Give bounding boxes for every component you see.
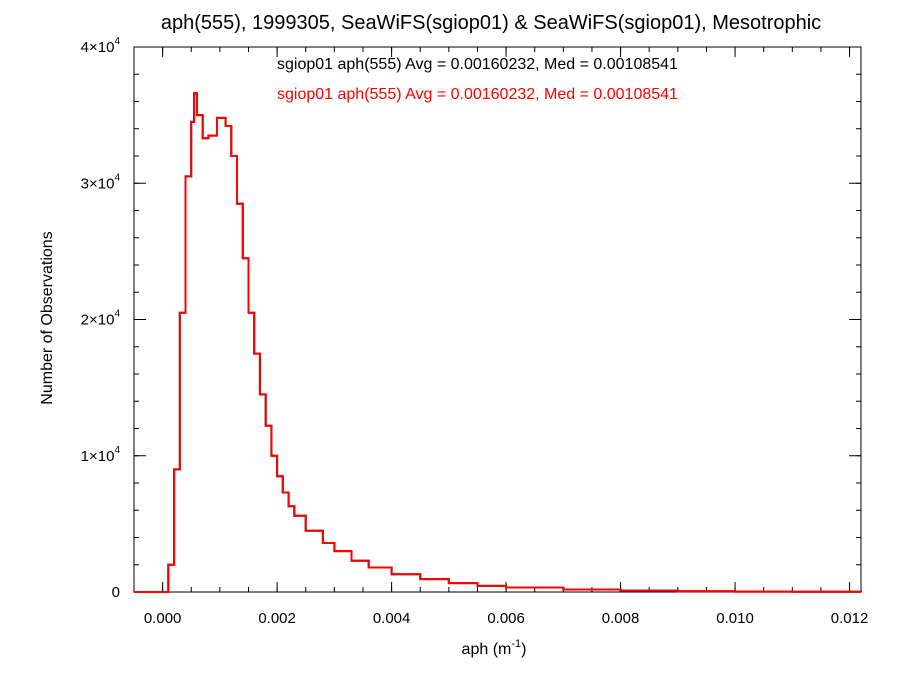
y-tick-label: 0 — [112, 584, 120, 601]
plot-frame — [133, 46, 862, 593]
chart-title: aph(555), 1999305, SeaWiFS(sgiop01) & Se… — [161, 12, 821, 34]
series-line-1 — [134, 92, 862, 593]
y-tick-label: 4×104 — [81, 36, 121, 56]
x-tick-label: 0.010 — [716, 610, 754, 627]
x-tick-label: 0.000 — [144, 610, 182, 627]
y-tick-label: 3×104 — [81, 172, 121, 192]
series-line-0 — [134, 92, 862, 593]
y-tick-label: 1×104 — [81, 445, 121, 465]
legend-entry-red: sgiop01 aph(555) Avg = 0.00160232, Med =… — [277, 86, 678, 103]
x-tick-label: 0.002 — [258, 610, 296, 627]
legend-entry-black: sgiop01 aph(555) Avg = 0.00160232, Med =… — [277, 56, 678, 73]
x-axis-ticks — [133, 47, 851, 592]
y-axis-tick-labels: 0 1×104 2×104 3×104 4×104 — [81, 36, 121, 601]
x-tick-label: 0.012 — [831, 610, 869, 627]
x-tick-label: 0.004 — [373, 610, 411, 627]
y-tick-label: 2×104 — [81, 309, 121, 329]
x-axis-tick-labels: 0.000 0.002 0.004 0.006 0.008 0.010 0.012 — [144, 610, 868, 627]
y-axis-ticks — [134, 46, 861, 593]
y-axis-label: Number of Observations — [39, 231, 56, 404]
histogram-series — [134, 92, 862, 593]
x-tick-label: 0.006 — [487, 610, 525, 627]
x-axis-label: aph (m-1) — [462, 638, 527, 658]
x-tick-label: 0.008 — [602, 610, 640, 627]
